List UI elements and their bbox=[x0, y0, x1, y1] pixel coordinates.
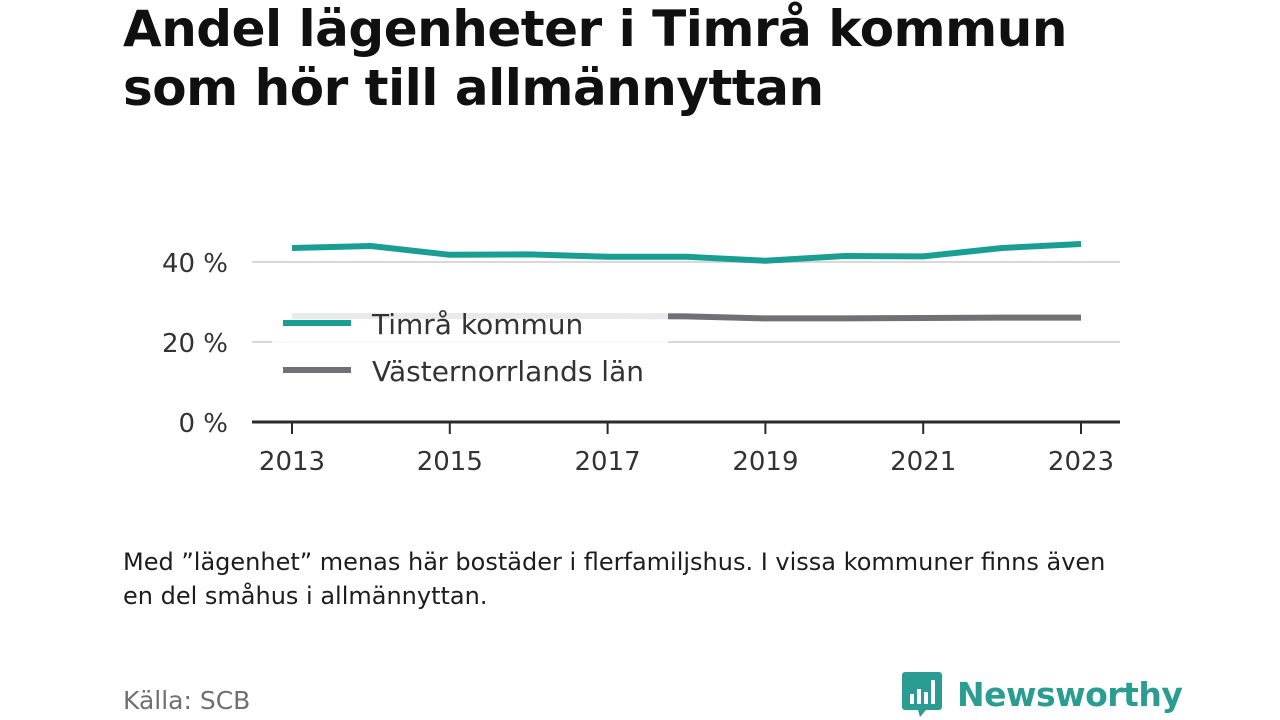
chart-note: Med ”lägenhet” menas här bostäder i fler… bbox=[123, 548, 1106, 610]
x-tick-label: 2021 bbox=[890, 447, 956, 477]
x-tick-label: 2019 bbox=[732, 447, 798, 477]
line-chart: 0 % 20 % 40 % 2013 2015 2017 2019 2021 2023 Tim… bbox=[162, 241, 1120, 477]
legend-label: Västernorrlands län bbox=[372, 355, 644, 388]
legend: Timrå kommun Västernorrlands län bbox=[272, 306, 668, 392]
x-tick-label: 2017 bbox=[575, 447, 641, 477]
source-label: Källa: SCB bbox=[123, 686, 251, 715]
x-tick-label: 2015 bbox=[417, 447, 483, 477]
x-axis: 2013 2015 2017 2019 2021 2023 bbox=[252, 420, 1120, 477]
x-tick-label: 2013 bbox=[259, 447, 325, 477]
newsworthy-logo-icon bbox=[902, 672, 942, 717]
brand-name: Newsworthy bbox=[957, 674, 1183, 714]
series-line-timra bbox=[291, 241, 1082, 264]
chart-title: Andel lägenheter i Timrå kommun som hör … bbox=[123, 0, 1067, 117]
y-axis: 0 % 20 % 40 % bbox=[162, 249, 228, 439]
y-tick-label: 40 % bbox=[162, 249, 228, 279]
x-tick-label: 2023 bbox=[1048, 447, 1114, 477]
legend-label: Timrå kommun bbox=[371, 308, 583, 341]
brand-logo: Newsworthy bbox=[901, 669, 1183, 719]
y-tick-label: 20 % bbox=[162, 329, 228, 359]
y-tick-label: 0 % bbox=[178, 409, 228, 439]
